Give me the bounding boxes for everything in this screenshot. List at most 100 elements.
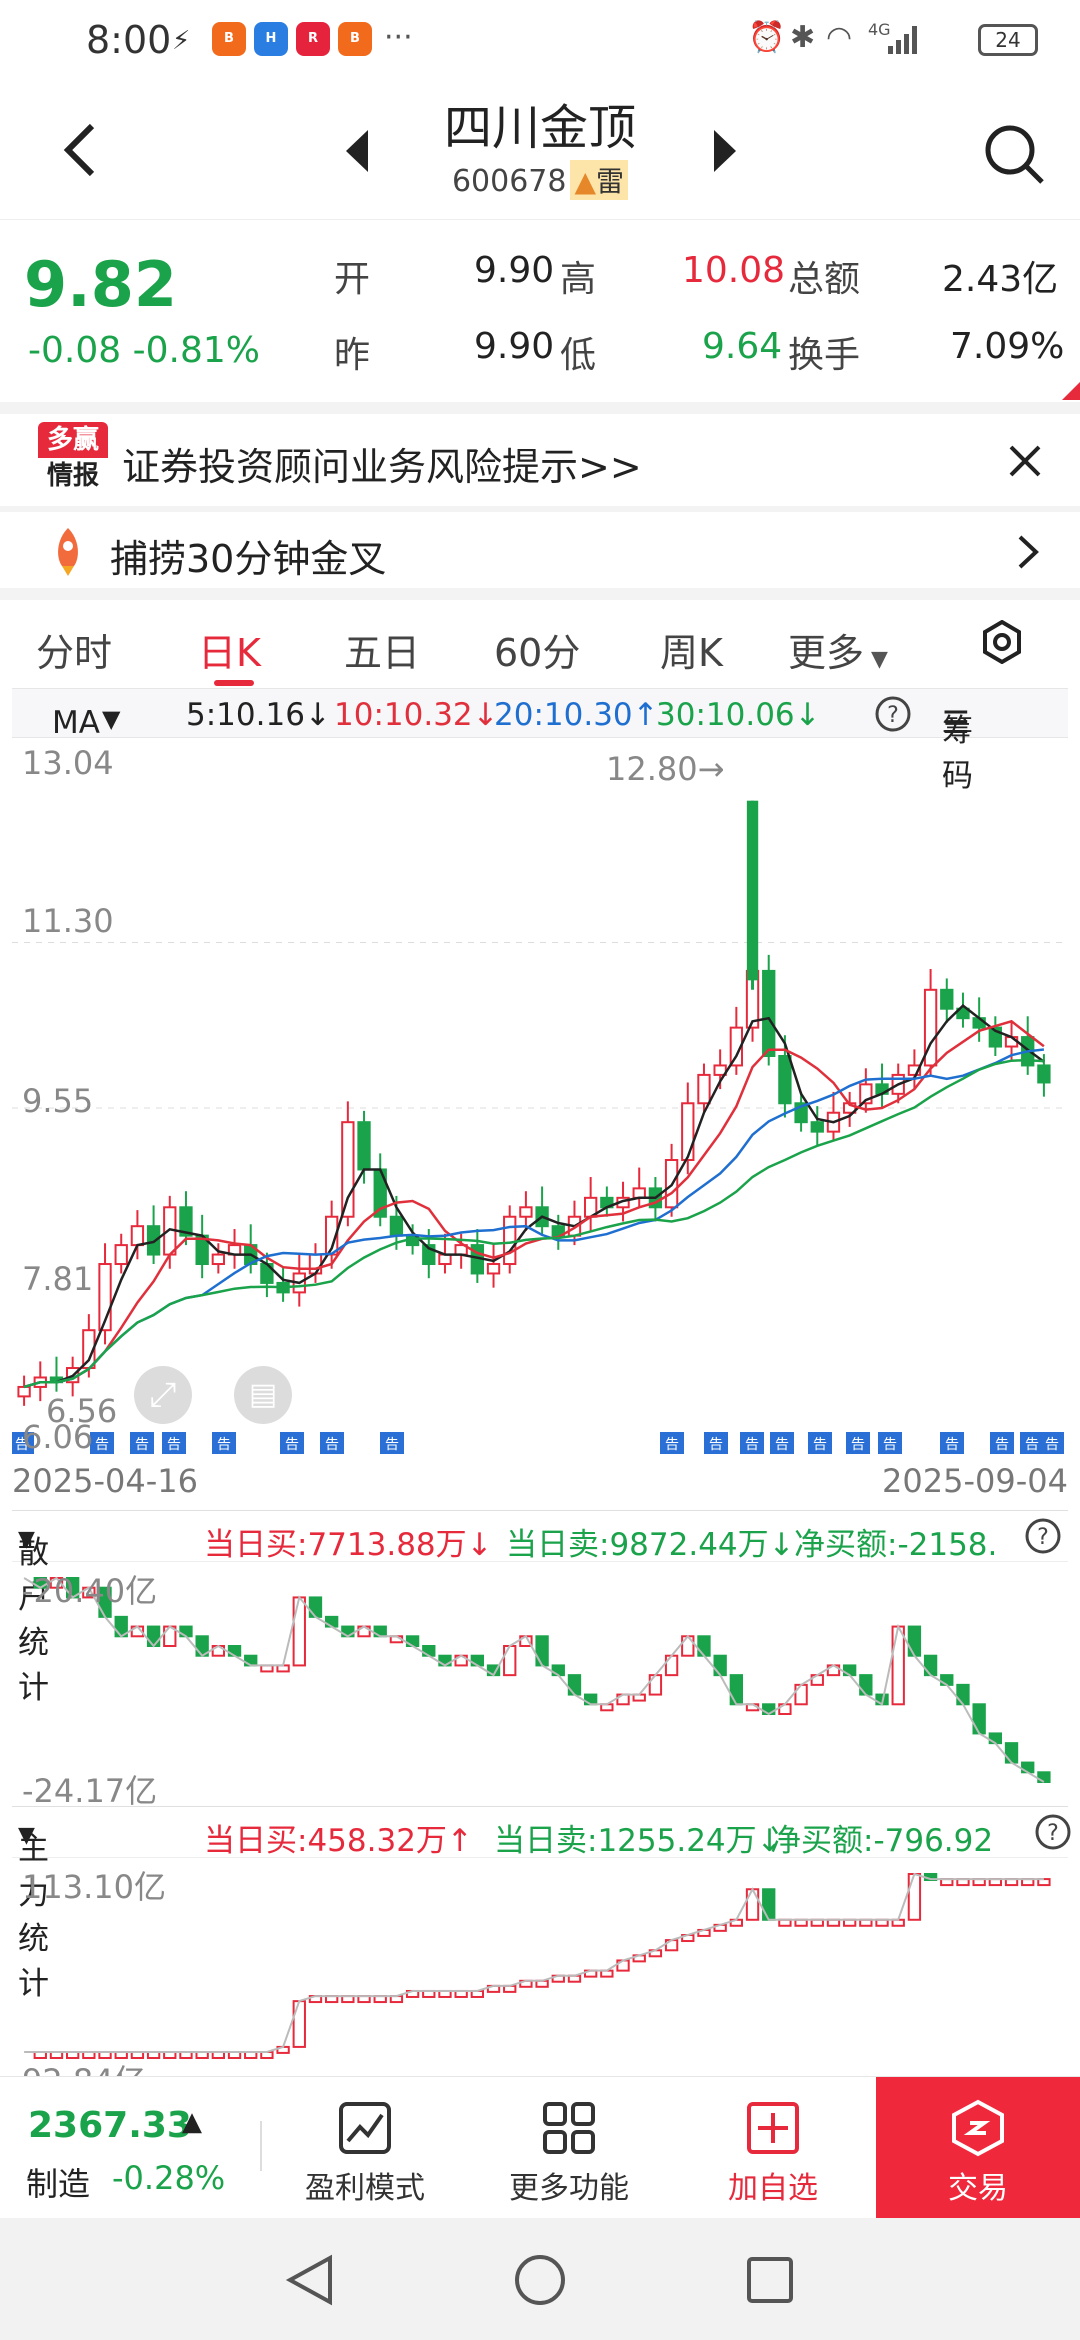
peak-value: 12.80 (606, 750, 698, 788)
thunder-label: 雷 (596, 165, 625, 198)
notice-marker-label: 告 (665, 1437, 679, 1453)
turnover-value: 7.09% (950, 326, 1065, 367)
settings-icon[interactable] (980, 620, 1024, 664)
index-ticker[interactable]: 2367.33 ▲ 制造 -0.28% (0, 2077, 250, 2219)
app-icon-3: R (296, 22, 330, 56)
flow-bar (648, 1674, 663, 1696)
stock-name: 四川金顶 (443, 100, 636, 156)
notice-marker (162, 1432, 186, 1454)
candle-body (956, 1007, 970, 1020)
app-icon-4: B (338, 22, 372, 56)
notice-marker-label: 告 (167, 1437, 181, 1453)
ma20-line (23, 1048, 1045, 1389)
notice-marker-label: 告 (325, 1437, 339, 1453)
tab-five-day[interactable]: 五日 (344, 631, 421, 675)
bluetooth-icon: ✱ (790, 20, 816, 55)
tab-intraday[interactable]: 分时 (36, 631, 113, 675)
thunder-tag[interactable]: ▲雷 (570, 160, 629, 200)
system-nav-bar (0, 2218, 1080, 2340)
back-icon[interactable] (60, 120, 100, 180)
tab-daily-k[interactable]: 日K (198, 631, 261, 675)
flow-bar (923, 1654, 938, 1677)
candle-body (988, 1026, 1003, 1048)
signal-banner-text: 捕捞30分钟金叉 (110, 537, 387, 581)
notice-marker-label: 告 (1045, 1437, 1059, 1453)
trade-button[interactable]: 交易 (876, 2077, 1080, 2219)
status-time: 8:00 (86, 18, 172, 62)
prev-value: 9.90 (474, 326, 555, 367)
search-icon[interactable] (982, 122, 1046, 186)
next-stock-icon[interactable] (710, 128, 740, 174)
dropdown-icon: ▼ (18, 1823, 35, 1848)
candle-body (130, 1225, 145, 1247)
nav-recents-icon[interactable] (746, 2256, 794, 2304)
retail-title: 散户统计 (18, 1535, 49, 1706)
notice-marker (846, 1432, 870, 1454)
more-functions-button[interactable]: 更多功能 (494, 2077, 644, 2219)
help-icon[interactable]: ? (874, 695, 912, 733)
notice-marker-label: 告 (285, 1437, 299, 1453)
candle-body (422, 1244, 436, 1266)
signal-banner[interactable]: 捕捞30分钟金叉 (0, 512, 1080, 588)
tab-more[interactable]: 更多 ▼ (788, 622, 888, 677)
prev-stock-icon[interactable] (342, 128, 372, 174)
notice-marker (320, 1432, 344, 1454)
flow-bar (292, 1596, 306, 1667)
candle-body (98, 1263, 112, 1332)
fullscreen-button[interactable]: ⤢ (134, 1366, 192, 1424)
open-value: 9.90 (474, 250, 555, 291)
risk-banner[interactable]: 多赢 情报 证券投资顾问业务风险提示>> (0, 414, 1080, 506)
flow-bar (664, 1654, 679, 1677)
tab-60min[interactable]: 60分 (494, 631, 581, 675)
database-icon: ☰ (942, 705, 970, 741)
candle-body (341, 1121, 355, 1218)
candle-body (923, 988, 938, 1067)
low-value: 9.64 (702, 326, 783, 367)
flow-bar (745, 1888, 760, 1921)
retail-chart[interactable] (12, 1562, 1068, 1806)
screenshot-button[interactable]: ▤ (234, 1366, 292, 1424)
low-label: 低 (560, 335, 597, 376)
notice-marker (940, 1432, 964, 1454)
price-change: -0.08 -0.81% (28, 330, 260, 371)
notice-marker (878, 1432, 902, 1454)
notice-marker-label: 告 (945, 1437, 959, 1453)
close-icon[interactable] (1008, 444, 1042, 478)
notice-marker-label: 告 (883, 1437, 897, 1453)
flow-bar (681, 1635, 695, 1657)
cell-signal-icon (888, 26, 917, 54)
index-name: 制造 (26, 2165, 91, 2203)
candle-body (794, 1102, 808, 1124)
nav-back-icon[interactable] (284, 2254, 334, 2306)
chevron-right-icon[interactable] (1016, 534, 1040, 570)
ma5-value: 5:10.16↓ (186, 697, 331, 733)
ma-selector-label: MA (52, 705, 100, 741)
notice-marker (704, 1432, 728, 1454)
logo-top: 多赢 (38, 422, 108, 458)
help-icon[interactable]: ? (1024, 1517, 1062, 1555)
flow-bar (891, 1625, 905, 1706)
index-value: 2367.33 (28, 2105, 192, 2146)
ma-indicator-bar: MA ▼ 5:10.16↓ 10:10.32↓ 20:10.30↑ 30:10.… (12, 688, 1068, 794)
index-arrow-icon: ▲ (182, 2107, 202, 2137)
profit-mode-button[interactable]: 盈利模式 (290, 2077, 440, 2219)
candle-body (907, 1064, 922, 1076)
flow-bar (1004, 1742, 1019, 1764)
candle-body (681, 1102, 695, 1162)
add-watchlist-button[interactable]: 加自选 (698, 2077, 848, 2219)
total-label: 总额 (788, 259, 861, 300)
tab-weekly-k[interactable]: 周K (660, 631, 723, 675)
candle-body (940, 988, 954, 1010)
candle-body (519, 1206, 533, 1218)
nav-home-icon[interactable] (512, 2252, 568, 2308)
candle-body (389, 1215, 404, 1237)
main-force-chart[interactable] (12, 1858, 1068, 2076)
ma30-line (23, 1058, 1044, 1389)
ma5-line (23, 1003, 1045, 1389)
kline-chart[interactable]: 告告告告告告告告告告告告告告告告告告告 (12, 738, 1068, 1458)
help-icon[interactable]: ? (1034, 1813, 1072, 1851)
flow-bar (713, 1654, 727, 1677)
flow-bar (729, 1674, 744, 1706)
ma20-value: 20:10.30↑ (494, 697, 659, 733)
retail-sell: 当日卖:9872.44万↓ (506, 1527, 795, 1563)
